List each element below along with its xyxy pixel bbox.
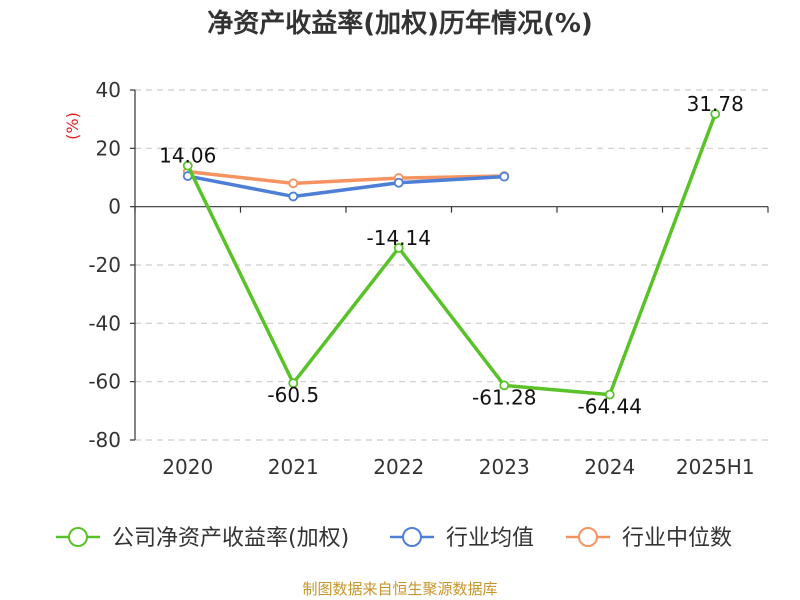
axes <box>130 89 769 441</box>
data-point <box>288 191 299 202</box>
legend: 公司净资产收益率(加权) 行业均值 行业中位数 <box>56 526 732 551</box>
data-point <box>288 378 299 389</box>
data-label: 14.06 <box>159 144 216 168</box>
y-tick-label: -80 <box>88 428 121 452</box>
data-label: -64.44 <box>578 395 642 419</box>
y-tick-label: 0 <box>108 195 121 219</box>
data-label: -60.5 <box>267 383 319 407</box>
legend-marker-2 <box>578 527 598 547</box>
data-label: 31.78 <box>687 92 744 116</box>
data-point <box>499 380 510 391</box>
y-axis-label: (%) <box>63 112 82 140</box>
data-point <box>710 109 721 119</box>
y-tick-label: -20 <box>88 253 121 277</box>
data-labels: 14.06 -60.5 -14.14 -61.28 -64.44 31.78 <box>159 92 744 419</box>
legend-label-1: 行业均值 <box>446 526 534 551</box>
legend-label-0: 公司净资产收益率(加权) <box>112 526 349 551</box>
chart-title: 净资产收益率(加权)历年情况(%) <box>207 8 593 39</box>
data-label: -14.14 <box>367 226 431 250</box>
legend-label-2: 行业中位数 <box>622 526 732 551</box>
data-point <box>393 243 404 253</box>
series-line-2 <box>187 169 505 186</box>
series-line-1 <box>187 174 505 199</box>
y-tick-label: 40 <box>96 78 121 102</box>
data-point <box>393 177 404 188</box>
source-note: 制图数据来自恒生聚源数据库 <box>302 580 497 598</box>
data-label: -61.28 <box>472 385 536 409</box>
y-tick-label: 20 <box>96 136 121 160</box>
data-point <box>288 178 299 189</box>
x-tick-label: 2020 <box>162 455 213 479</box>
x-tick-label: 2023 <box>479 455 530 479</box>
legend-marker-1 <box>402 527 422 547</box>
data-point <box>499 171 510 182</box>
y-tick-label: -40 <box>88 311 121 335</box>
y-tick-label: -60 <box>88 370 121 394</box>
data-point <box>182 160 193 171</box>
tick-labels: 40 20 0 -20 -40 -60 -80 2020 2021 2022 2023 2024 202… <box>88 78 754 479</box>
x-tick-label: 2025H1 <box>676 455 755 479</box>
legend-marker-0 <box>68 527 88 547</box>
series-line-0 <box>186 113 717 397</box>
series-lines <box>182 109 721 400</box>
data-point <box>604 389 615 400</box>
x-tick-label: 2024 <box>584 455 635 479</box>
x-tick-label: 2022 <box>373 455 424 479</box>
x-tick-label: 2021 <box>268 455 319 479</box>
gridlines <box>135 89 768 441</box>
